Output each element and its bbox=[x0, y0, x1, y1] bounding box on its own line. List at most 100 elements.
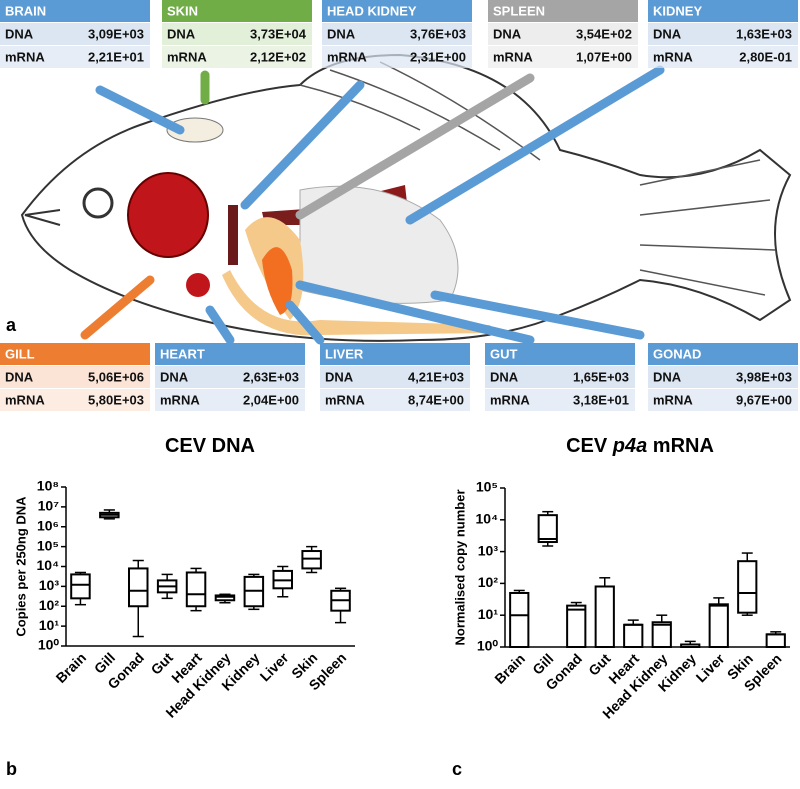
organ-table: SPLEEN DNA 3,54E+02 mRNA 1,07E+00 bbox=[488, 0, 638, 68]
row-label: mRNA bbox=[5, 392, 45, 407]
box bbox=[537, 514, 558, 544]
row-value: 3,18E+01 bbox=[573, 392, 629, 407]
box bbox=[765, 633, 786, 649]
table-title: SPLEEN bbox=[493, 3, 545, 18]
organ-table: GONAD DNA 3,98E+03 mRNA 9,67E+00 bbox=[648, 343, 798, 411]
gill-shape bbox=[127, 172, 209, 258]
y-tick-label: 10² bbox=[39, 597, 60, 613]
mouth bbox=[24, 209, 61, 226]
arrows bbox=[80, 65, 665, 345]
table-row bbox=[155, 389, 305, 411]
organ-table: LIVER DNA 4,21E+03 mRNA 8,74E+00 bbox=[320, 343, 470, 411]
box bbox=[594, 585, 615, 649]
row-value: 1,07E+00 bbox=[576, 49, 632, 64]
row-label: mRNA bbox=[325, 392, 365, 407]
table-header bbox=[0, 343, 150, 365]
panel-label: c bbox=[452, 759, 462, 779]
panel-label: a bbox=[6, 315, 17, 335]
y-tick-label: 10⁰ bbox=[477, 638, 499, 654]
y-tick-label: 10⁴ bbox=[37, 557, 60, 573]
row-label: mRNA bbox=[653, 392, 693, 407]
row-label: mRNA bbox=[5, 49, 45, 64]
table-title: BRAIN bbox=[5, 3, 46, 18]
fish-drawing bbox=[20, 53, 792, 342]
row-label: DNA bbox=[493, 26, 522, 41]
table-row bbox=[485, 389, 635, 411]
table-title: SKIN bbox=[167, 3, 198, 18]
table-row bbox=[648, 366, 798, 388]
row-value: 2,12E+02 bbox=[250, 49, 306, 64]
table-row bbox=[648, 23, 798, 45]
title-part: CEV DNA bbox=[165, 435, 255, 457]
x-tick-label: Liver bbox=[257, 649, 292, 684]
row-value: 1,63E+03 bbox=[736, 26, 792, 41]
table-row bbox=[0, 389, 150, 411]
organ-table: BRAIN DNA 3,09E+03 mRNA 2,21E+01 bbox=[0, 0, 150, 68]
row-label: mRNA bbox=[493, 49, 533, 64]
x-tick-label: Brain bbox=[53, 649, 90, 686]
row-value: 2,63E+03 bbox=[243, 369, 299, 384]
table-row bbox=[0, 366, 150, 388]
y-tick-label: 10⁷ bbox=[38, 498, 60, 514]
arrow bbox=[295, 280, 535, 345]
table-row bbox=[322, 23, 472, 45]
y-axis-label: Copies per 250ng DNA bbox=[13, 496, 28, 637]
table-row bbox=[155, 366, 305, 388]
x-tick-label: Liver bbox=[693, 650, 728, 685]
table-row bbox=[488, 46, 638, 68]
brain-shape bbox=[166, 117, 224, 143]
row-value: 5,80E+03 bbox=[88, 392, 144, 407]
y-tick-label: 10³ bbox=[39, 577, 60, 593]
table-title: GUT bbox=[490, 346, 518, 361]
row-label: DNA bbox=[5, 369, 34, 384]
row-label: mRNA bbox=[653, 49, 693, 64]
box bbox=[708, 603, 729, 649]
row-label: DNA bbox=[490, 369, 519, 384]
organ-table: GILL DNA 5,06E+06 mRNA 5,80E+03 bbox=[0, 343, 150, 411]
box bbox=[509, 591, 530, 649]
organ-table: HEART DNA 2,63E+03 mRNA 2,04E+00 bbox=[155, 343, 305, 411]
table-row bbox=[0, 23, 150, 45]
box bbox=[651, 621, 672, 648]
title-part: CEV bbox=[566, 435, 608, 457]
table-row bbox=[485, 366, 635, 388]
row-value: 3,98E+03 bbox=[736, 369, 792, 384]
table-title: LIVER bbox=[325, 346, 364, 361]
row-label: mRNA bbox=[167, 49, 207, 64]
row-value: 3,54E+02 bbox=[576, 26, 632, 41]
arrow bbox=[80, 275, 155, 340]
y-tick-label: 10² bbox=[478, 574, 499, 590]
arrow bbox=[240, 80, 365, 210]
organ-table: HEAD KIDNEY DNA 3,76E+03 mRNA 2,31E+00 bbox=[322, 0, 472, 68]
y-tick-label: 10⁵ bbox=[37, 537, 59, 553]
row-label: mRNA bbox=[490, 392, 530, 407]
title-part: p4a bbox=[612, 435, 647, 457]
table-row bbox=[162, 23, 312, 45]
row-label: DNA bbox=[167, 26, 196, 41]
arrow bbox=[295, 73, 535, 220]
y-tick-label: 10¹ bbox=[478, 606, 499, 622]
box bbox=[623, 623, 644, 649]
fin-rays bbox=[299, 61, 776, 296]
organ-table: GUT DNA 1,65E+03 mRNA 3,18E+01 bbox=[485, 343, 635, 411]
table-title: KIDNEY bbox=[653, 3, 702, 18]
table-title: GILL bbox=[5, 346, 35, 361]
y-tick-label: 10⁵ bbox=[476, 479, 498, 495]
table-row bbox=[320, 366, 470, 388]
table-header bbox=[648, 343, 798, 365]
box bbox=[566, 604, 587, 649]
box bbox=[214, 594, 236, 602]
row-value: 2,04E+00 bbox=[243, 392, 299, 407]
title-part: mRNA bbox=[653, 435, 714, 457]
y-axis-label: Normalised copy number bbox=[452, 489, 467, 645]
table-title: HEART bbox=[160, 346, 205, 361]
row-label: DNA bbox=[160, 369, 189, 384]
y-tick-label: 10⁴ bbox=[476, 511, 499, 527]
head-kidney-shape bbox=[228, 205, 238, 265]
row-value: 9,67E+00 bbox=[736, 392, 792, 407]
table-title: GONAD bbox=[653, 346, 701, 361]
table-row bbox=[648, 389, 798, 411]
table-header bbox=[322, 0, 472, 22]
table-header bbox=[162, 0, 312, 22]
